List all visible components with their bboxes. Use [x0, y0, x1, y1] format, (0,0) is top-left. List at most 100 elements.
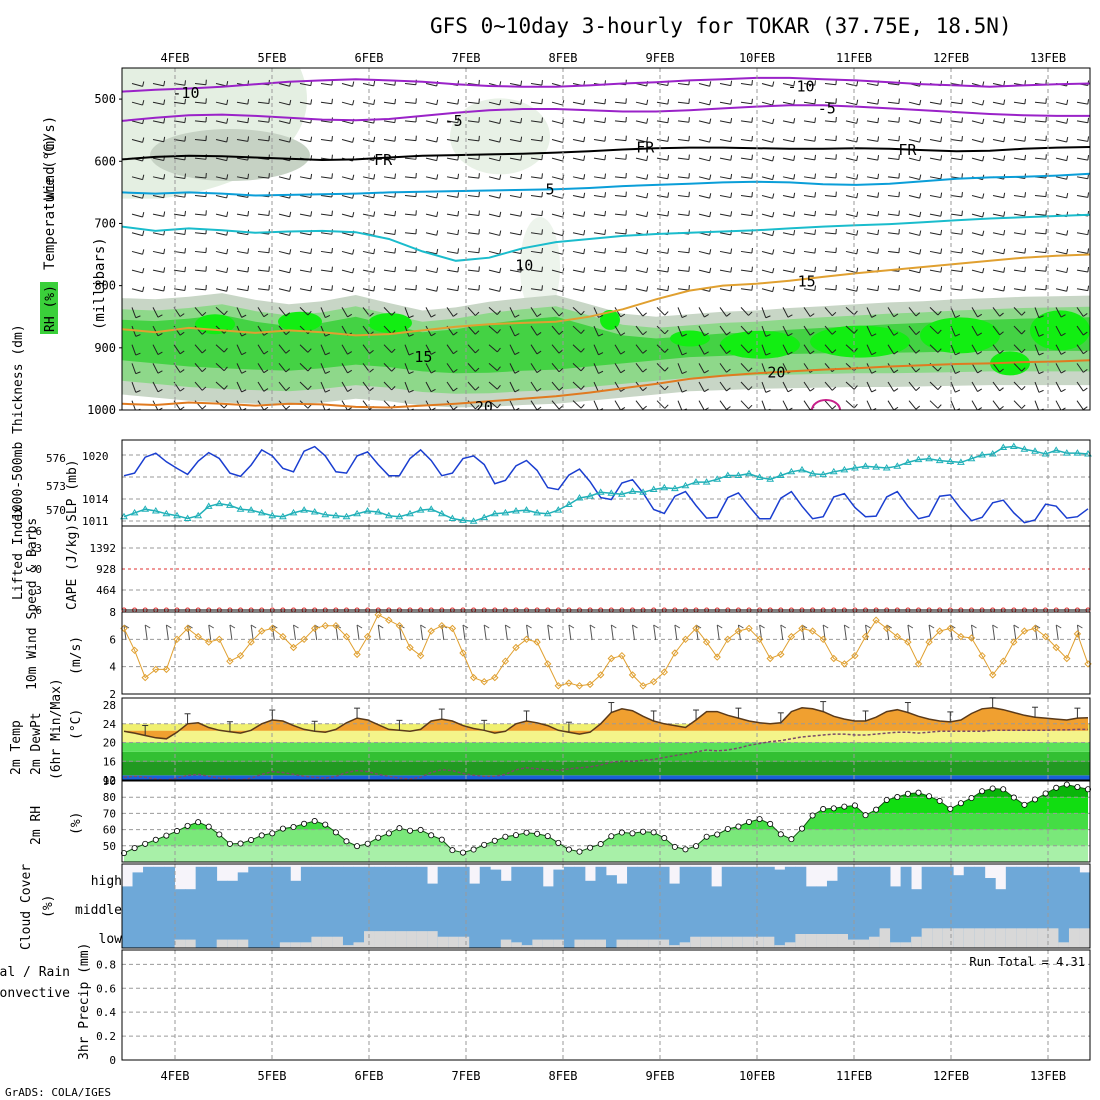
wind-barb [950, 400, 956, 410]
wind-barb-flag [977, 313, 983, 318]
wind-barb-flag [940, 248, 943, 254]
wind-barb [131, 307, 137, 318]
wind-speed-point [1063, 654, 1071, 663]
cloud-middle-bar [290, 892, 302, 920]
wind-barb [383, 232, 395, 235]
wind-barb-flag [457, 136, 460, 142]
wind-barb [509, 325, 516, 337]
surface-wind-barb-flag [505, 624, 511, 629]
wind-barb-flag [201, 330, 207, 335]
wind-barb-flag [1066, 286, 1069, 292]
wind-barb-flag [157, 314, 163, 318]
wind-barb [593, 176, 605, 180]
wind-barb [908, 139, 920, 143]
rh-saturated-cell [1030, 310, 1090, 351]
cloud-middle-bar [185, 892, 197, 920]
wind-barb-flag [325, 314, 331, 318]
wind-barb-flag [408, 333, 414, 337]
wind-barb [152, 363, 159, 374]
thickness-point [999, 443, 1008, 450]
surface-wind-barb [695, 624, 699, 641]
wind-barb [131, 83, 143, 87]
wind-barb [866, 101, 878, 105]
wind-barb-flag [562, 230, 565, 236]
rh-point [544, 833, 551, 840]
wind-barb [614, 363, 622, 374]
rh-point [936, 797, 943, 804]
wind-barb [425, 363, 432, 374]
wind-barb-flag [999, 331, 1004, 336]
wind-barb-flag [223, 310, 228, 316]
wind-barb-flag [787, 388, 793, 393]
wind-frame [121, 611, 1091, 695]
wind-speed-point [681, 635, 690, 644]
thickness-point [776, 471, 785, 478]
thickness-point [713, 475, 722, 482]
cloud-low-bar [227, 939, 239, 948]
wind-barb [971, 381, 978, 392]
wind-barb [404, 213, 416, 216]
cloud-low-bar [984, 928, 996, 948]
wind-barb [404, 157, 416, 160]
wind-barb [719, 213, 731, 217]
wind-barb [971, 194, 983, 199]
cloud-high-bar [406, 866, 418, 892]
wind-barb [404, 381, 410, 393]
rh-point [301, 820, 308, 827]
wind-barb-flag [646, 136, 649, 143]
wind-barb [320, 194, 332, 198]
wind-barb [992, 120, 1004, 124]
cloud-low-fill [258, 920, 270, 948]
wind-barb [173, 288, 185, 291]
wind-barb [320, 176, 332, 179]
wind-barb [173, 250, 185, 254]
wind-barb [845, 362, 855, 372]
wind-barb [341, 101, 353, 106]
wind-barb [719, 288, 731, 292]
wind-barb [1055, 363, 1062, 374]
wind-barb [404, 176, 416, 179]
wind-barb [992, 139, 1004, 143]
wind-barb [509, 194, 521, 199]
wind-barb [383, 83, 395, 86]
rh-point [205, 823, 212, 830]
wind-barb [761, 176, 773, 181]
wind-barb [152, 157, 164, 161]
wind-barb-flag [496, 310, 501, 315]
cloud-low-bar [584, 939, 596, 948]
rh-point [798, 825, 805, 832]
wind-barb-flag [1087, 99, 1090, 105]
wind-barb-flag [940, 117, 943, 124]
wind-barb [887, 101, 899, 105]
cloud-high-bar [900, 866, 912, 892]
cloud-low-bar [911, 936, 923, 948]
wind-barb [740, 176, 752, 179]
x-tick-label-top: 7FEB [452, 51, 481, 65]
wind-barb-flag [135, 352, 141, 356]
wind-barb-flag [642, 405, 647, 410]
wind-barb-flag [604, 192, 606, 198]
wind-barb-flag [499, 230, 502, 236]
wind-barb-flag [1066, 192, 1069, 199]
wind-speed-point [935, 627, 944, 635]
y-tick-label: 80 [103, 791, 116, 804]
wind-barb [236, 139, 248, 142]
wind-barb [950, 120, 962, 123]
wind-speed-point [204, 638, 213, 646]
wind-barb-flag [646, 286, 649, 292]
cloud-low-bar [1005, 928, 1017, 948]
wind-barb [1076, 101, 1088, 105]
wind-barb [1076, 288, 1088, 292]
wind-speed-point [152, 665, 160, 674]
cloud-middle-bar [616, 892, 628, 920]
wind-barb [614, 381, 622, 392]
wind-barb-flag [1087, 155, 1090, 161]
temperature-color-band [122, 761, 1090, 776]
wind-barb [866, 307, 873, 318]
wind-barb [488, 101, 500, 106]
cloud-low-bar [932, 928, 944, 948]
rh-point [343, 838, 350, 845]
cloud-middle-bar [805, 892, 817, 920]
cloud-low-fill [858, 920, 870, 940]
wind-barb [299, 101, 311, 105]
